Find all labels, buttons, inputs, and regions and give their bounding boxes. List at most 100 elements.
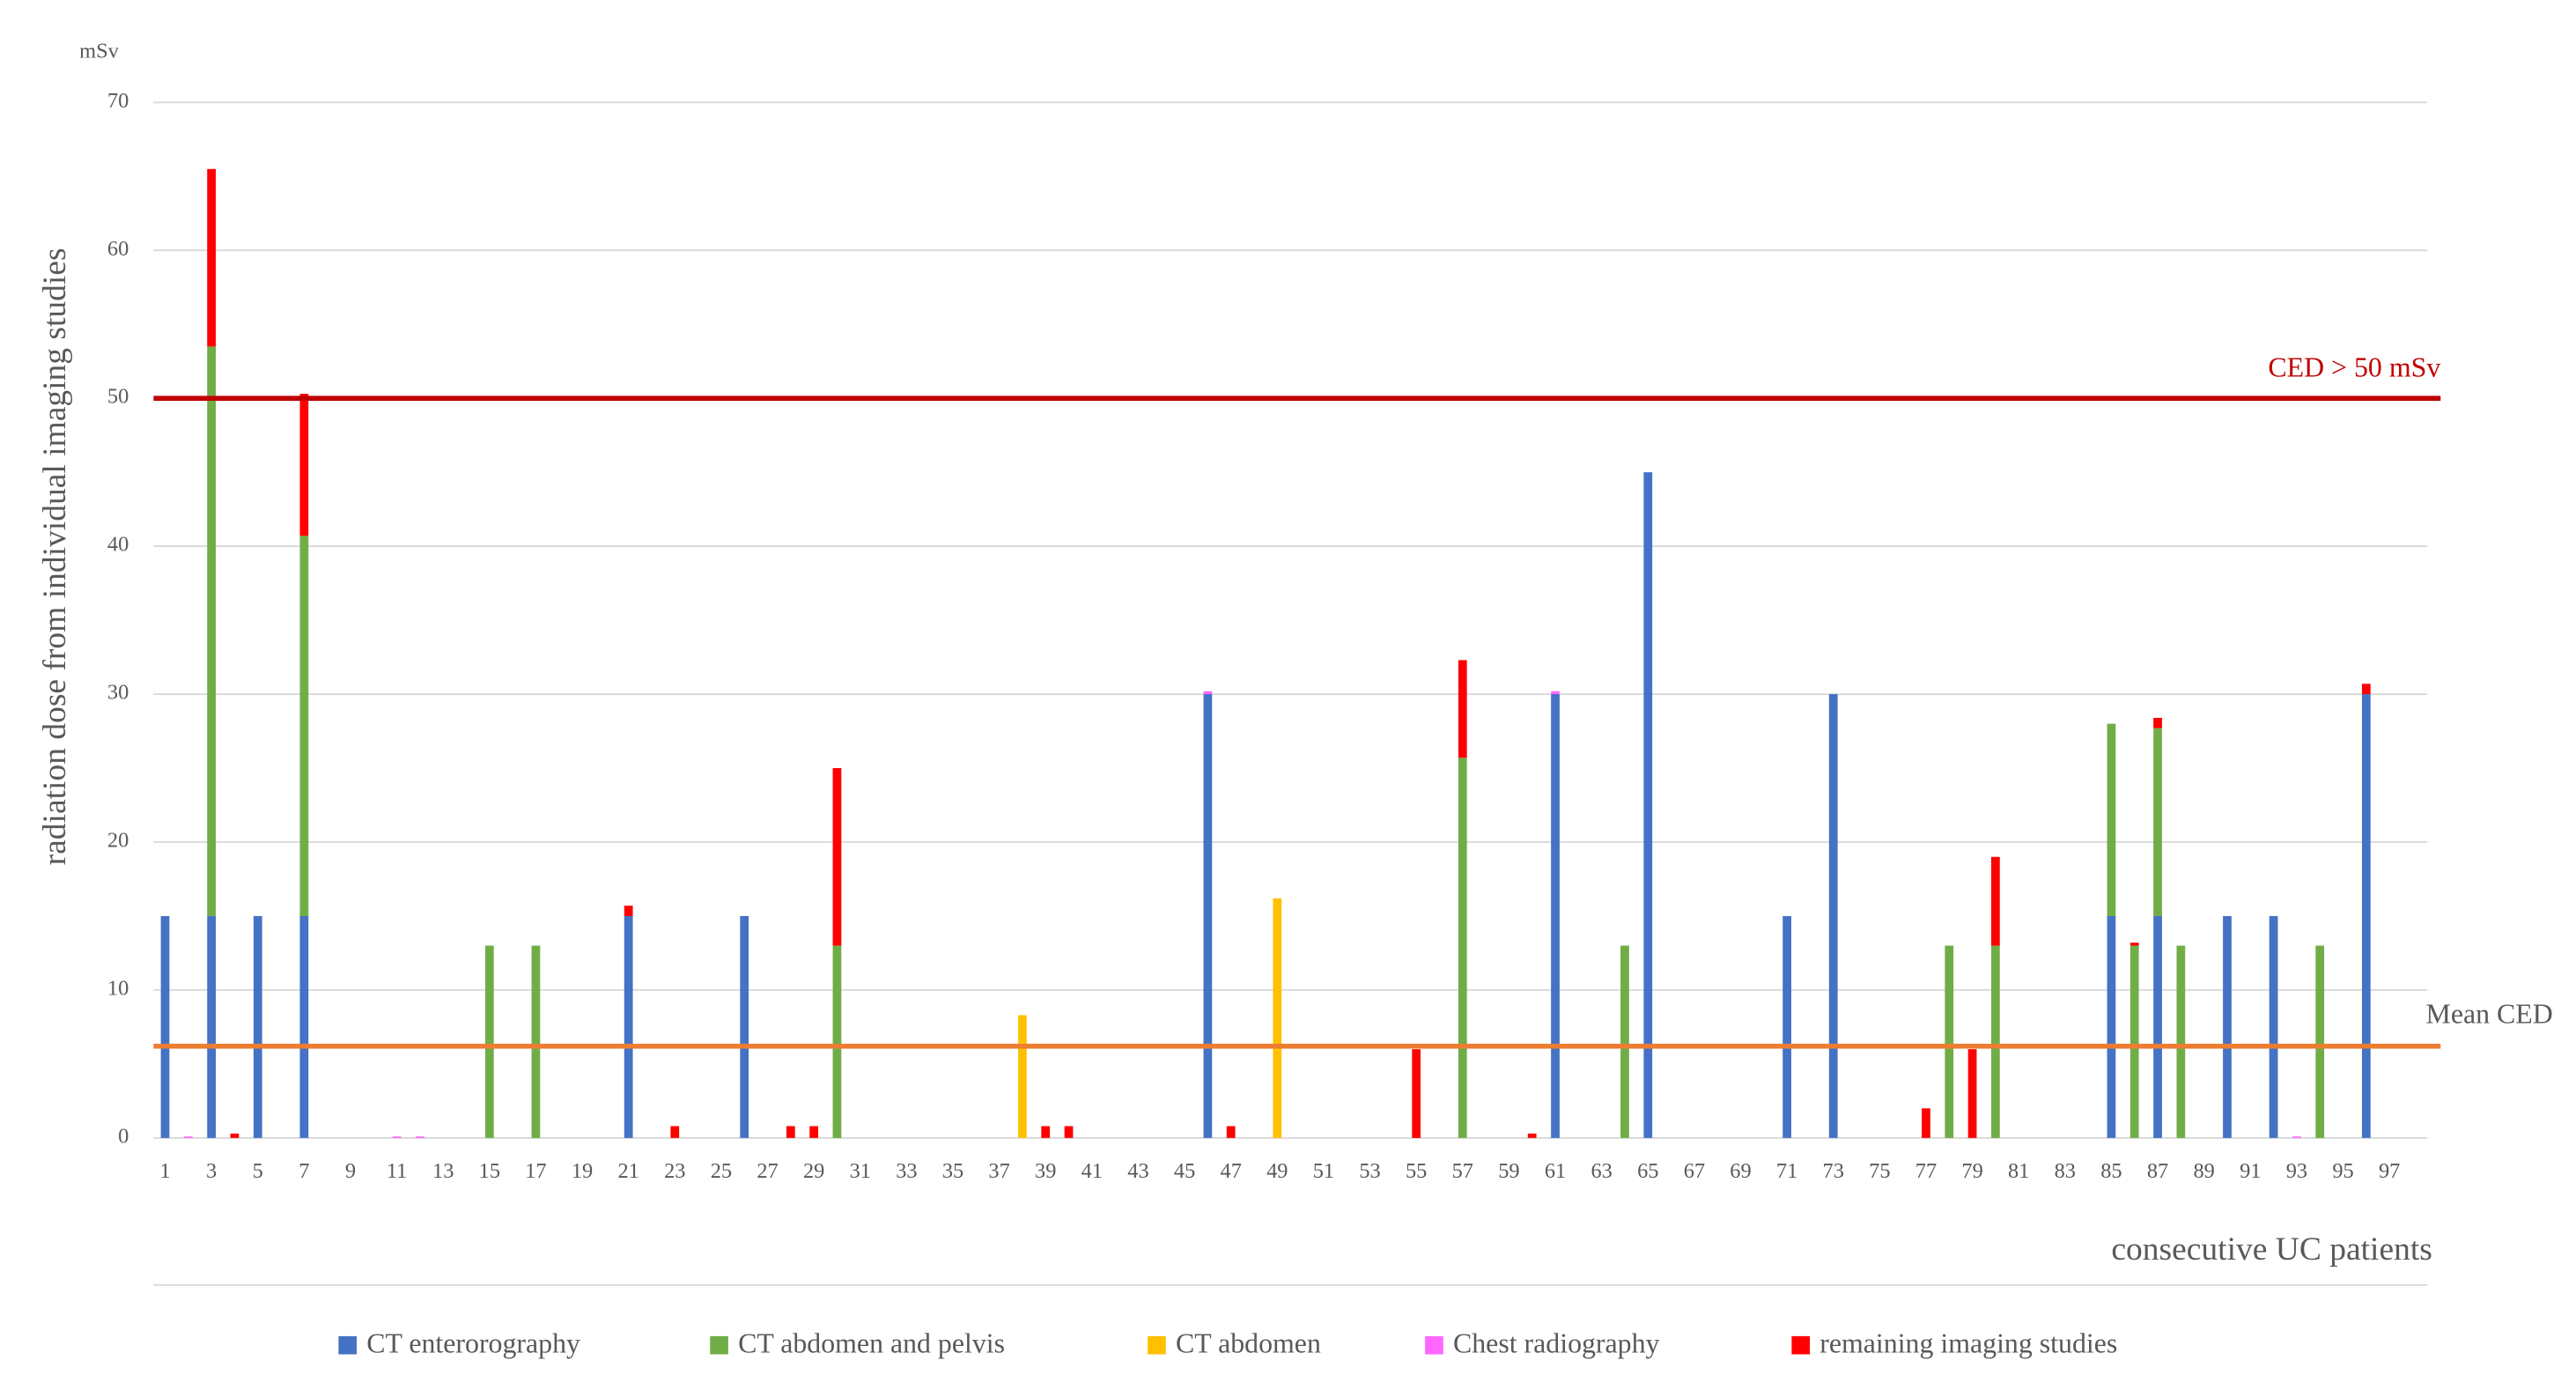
legend-label: CT abdomen [1176, 1327, 1321, 1358]
bar-segment [740, 915, 749, 1138]
legend-swatch [1148, 1335, 1166, 1355]
y-tick-label: 70 [107, 89, 129, 113]
y-tick-label: 60 [107, 237, 129, 261]
x-tick-label: 45 [1174, 1159, 1195, 1183]
bar-segment [1203, 694, 1213, 1138]
bar-segment [2107, 723, 2116, 916]
x-tick-label: 71 [1776, 1159, 1797, 1183]
x-tick-label: 65 [1637, 1159, 1658, 1183]
x-tick-label: 67 [1684, 1159, 1705, 1183]
x-tick-label: 1 [159, 1159, 170, 1183]
legend-label: remaining imaging studies [1819, 1327, 2117, 1358]
x-tick-label: 25 [711, 1159, 732, 1183]
x-tick-label: 57 [1452, 1159, 1473, 1183]
bar-segment [1018, 1015, 1027, 1138]
bar-segment [230, 1133, 240, 1138]
bar-segment [1945, 945, 1954, 1138]
x-tick-label: 49 [1266, 1159, 1288, 1183]
bar-segment [1064, 1126, 1074, 1138]
bar-segment [1458, 758, 1467, 1138]
x-tick-label: 11 [387, 1159, 407, 1183]
x-tick-label: 23 [664, 1159, 685, 1183]
x-tick-label: 15 [479, 1159, 500, 1183]
x-tick-label: 63 [1591, 1159, 1612, 1183]
bar-segment [207, 346, 216, 916]
x-tick-label: 61 [1545, 1159, 1566, 1183]
x-tick-label: 53 [1359, 1159, 1380, 1183]
bar-segment [2292, 1136, 2301, 1138]
bar-segment [299, 394, 309, 536]
bar-segment [299, 915, 309, 1138]
x-tick-label: 43 [1127, 1159, 1148, 1183]
bar-segment [1991, 945, 2000, 1138]
x-tick-label: 55 [1406, 1159, 1427, 1183]
bar-segment [1620, 945, 1629, 1138]
x-tick-label: 7 [299, 1159, 309, 1183]
bar-segment [1643, 472, 1653, 1138]
x-tick-label: 87 [2147, 1159, 2168, 1183]
x-tick-label: 17 [525, 1159, 546, 1183]
x-tick-label: 31 [850, 1159, 871, 1183]
bar-segment [1226, 1126, 1236, 1138]
legend-label: CT abdomen and pelvis [738, 1327, 1005, 1358]
bar-segment [531, 945, 541, 1138]
bar-segment [1828, 694, 1838, 1138]
x-tick-label: 89 [2193, 1159, 2214, 1183]
y-tick-label: 30 [107, 681, 129, 705]
bar-segment [2129, 945, 2139, 1138]
x-tick-label: 33 [896, 1159, 917, 1183]
bar-segment [484, 945, 494, 1138]
x-tick-label: 47 [1221, 1159, 1242, 1183]
bar-segment [299, 536, 309, 916]
bar-segment [2153, 717, 2162, 728]
x-tick-label: 37 [988, 1159, 1009, 1183]
bar-segment [183, 1136, 193, 1138]
bar-segment [2269, 915, 2278, 1138]
bar-segment [2153, 915, 2162, 1138]
x-tick-label: 41 [1081, 1159, 1103, 1183]
legend-swatch [1791, 1335, 1810, 1355]
x-tick-label: 21 [617, 1159, 638, 1183]
bar-segment [1458, 660, 1467, 758]
bar-segment [2153, 728, 2162, 916]
x-tick-label: 79 [1961, 1159, 1982, 1183]
bar-segment [1041, 1126, 1051, 1138]
bar-segment [832, 945, 842, 1138]
bar-segment [1551, 694, 1560, 1138]
y-tick-label: 0 [118, 1124, 129, 1148]
legend-swatch [710, 1335, 728, 1355]
x-tick-label: 39 [1035, 1159, 1056, 1183]
x-tick-label: 73 [1823, 1159, 1844, 1183]
bar-segment [160, 915, 170, 1138]
bar-segment [2176, 945, 2186, 1138]
bar-segment [416, 1136, 424, 1138]
legend-label: Chest radiography [1453, 1327, 1660, 1358]
x-tick-label: 35 [942, 1159, 963, 1183]
bar-segment [1551, 691, 1560, 695]
bar-segment [1273, 898, 1282, 1138]
bar-segment [2107, 915, 2116, 1138]
x-tick-label: 83 [2055, 1159, 2076, 1183]
y-tick-label: 20 [107, 829, 129, 853]
reference-label: CED > 50 mSv [2268, 352, 2440, 383]
legend-swatch [1425, 1335, 1443, 1355]
legend-swatch [338, 1335, 357, 1355]
x-tick-label: 81 [2008, 1159, 2029, 1183]
x-axis-label: consecutive UC patients [2111, 1231, 2432, 1268]
bar-segment [1967, 1049, 1977, 1138]
bar-segment [207, 168, 216, 347]
x-tick-label: 85 [2100, 1159, 2122, 1183]
x-tick-label: 9 [345, 1159, 356, 1183]
bar-segment [2361, 694, 2371, 1138]
x-tick-label: 77 [1915, 1159, 1937, 1183]
x-tick-label: 29 [803, 1159, 824, 1183]
bar-segment [786, 1126, 795, 1138]
x-tick-label: 69 [1730, 1159, 1751, 1183]
x-tick-label: 95 [2332, 1159, 2353, 1183]
bar-segment [2223, 915, 2232, 1138]
bar-segment [2361, 684, 2371, 695]
bar-segment [392, 1136, 402, 1138]
bar-segment [1527, 1133, 1537, 1138]
